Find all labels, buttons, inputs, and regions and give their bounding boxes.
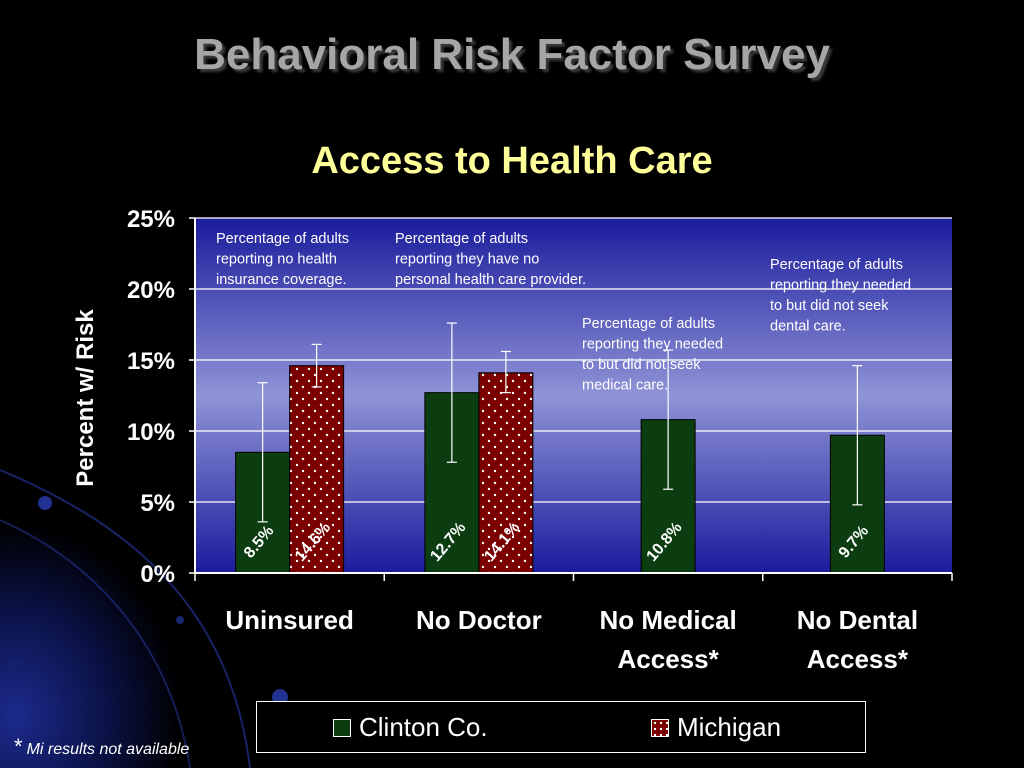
y-tick-label: 10% — [127, 419, 175, 446]
annotation-text: Percentage of adults — [770, 257, 903, 273]
legend-item-michigan: Michigan — [651, 712, 781, 743]
annotation-text: dental care. — [770, 319, 846, 335]
annotation-text: reporting they needed — [770, 278, 911, 294]
legend-swatch-michigan — [651, 718, 669, 737]
x-category-label: No Doctor — [416, 605, 542, 635]
annotation-text: to but did not seek — [582, 357, 701, 373]
legend-label-michigan: Michigan — [677, 712, 782, 742]
y-tick-label: 25% — [127, 206, 175, 233]
chart-title: Access to Health Care — [311, 140, 713, 182]
annotation-text: to but did not seek — [770, 298, 889, 314]
annotation-text: personal health care provider. — [395, 272, 586, 288]
legend: Clinton Co. Michigan — [256, 701, 866, 753]
x-category-label: No Medical — [600, 605, 737, 635]
annotation-text: reporting they have no — [395, 252, 539, 268]
footnote-text: Mi results not available — [26, 741, 190, 758]
annotation-text: medical care. — [582, 378, 668, 394]
legend-swatch-clinton — [333, 718, 351, 737]
annotation-text: Percentage of adults — [582, 316, 715, 332]
x-category-label: Access* — [807, 644, 909, 674]
y-tick-label: 5% — [140, 490, 175, 517]
error-bars — [257, 322, 863, 523]
annotation-text: insurance coverage. — [216, 272, 347, 288]
annotation-text: reporting they needed — [582, 337, 723, 353]
footnote: * Mi results not available — [14, 734, 189, 760]
y-tick-label: 0% — [140, 561, 175, 588]
y-axis-label: Percent w/ Risk — [72, 309, 99, 487]
legend-item-clinton: Clinton Co. — [333, 712, 488, 743]
annotation-text: Percentage of adults — [395, 231, 528, 247]
slide-title: Behavioral Risk Factor Survey — [194, 30, 830, 79]
annotations: Percentage of adults reporting no health i… — [216, 231, 911, 394]
x-category-label: No Dental — [797, 605, 918, 635]
legend-label-clinton: Clinton Co. — [359, 712, 488, 742]
annotation-text: Percentage of adults — [216, 231, 349, 247]
x-category-label: Access* — [618, 644, 720, 674]
annotation-text: reporting no health — [216, 252, 337, 268]
y-tick-label: 20% — [127, 277, 175, 304]
y-tick-label: 15% — [127, 348, 175, 375]
axes: 0% 5% 10% 15% 20% 25% Uninsured No Doctor No Med… — [127, 206, 953, 674]
x-category-label: Uninsured — [225, 605, 354, 635]
footnote-marker: * — [14, 734, 23, 759]
